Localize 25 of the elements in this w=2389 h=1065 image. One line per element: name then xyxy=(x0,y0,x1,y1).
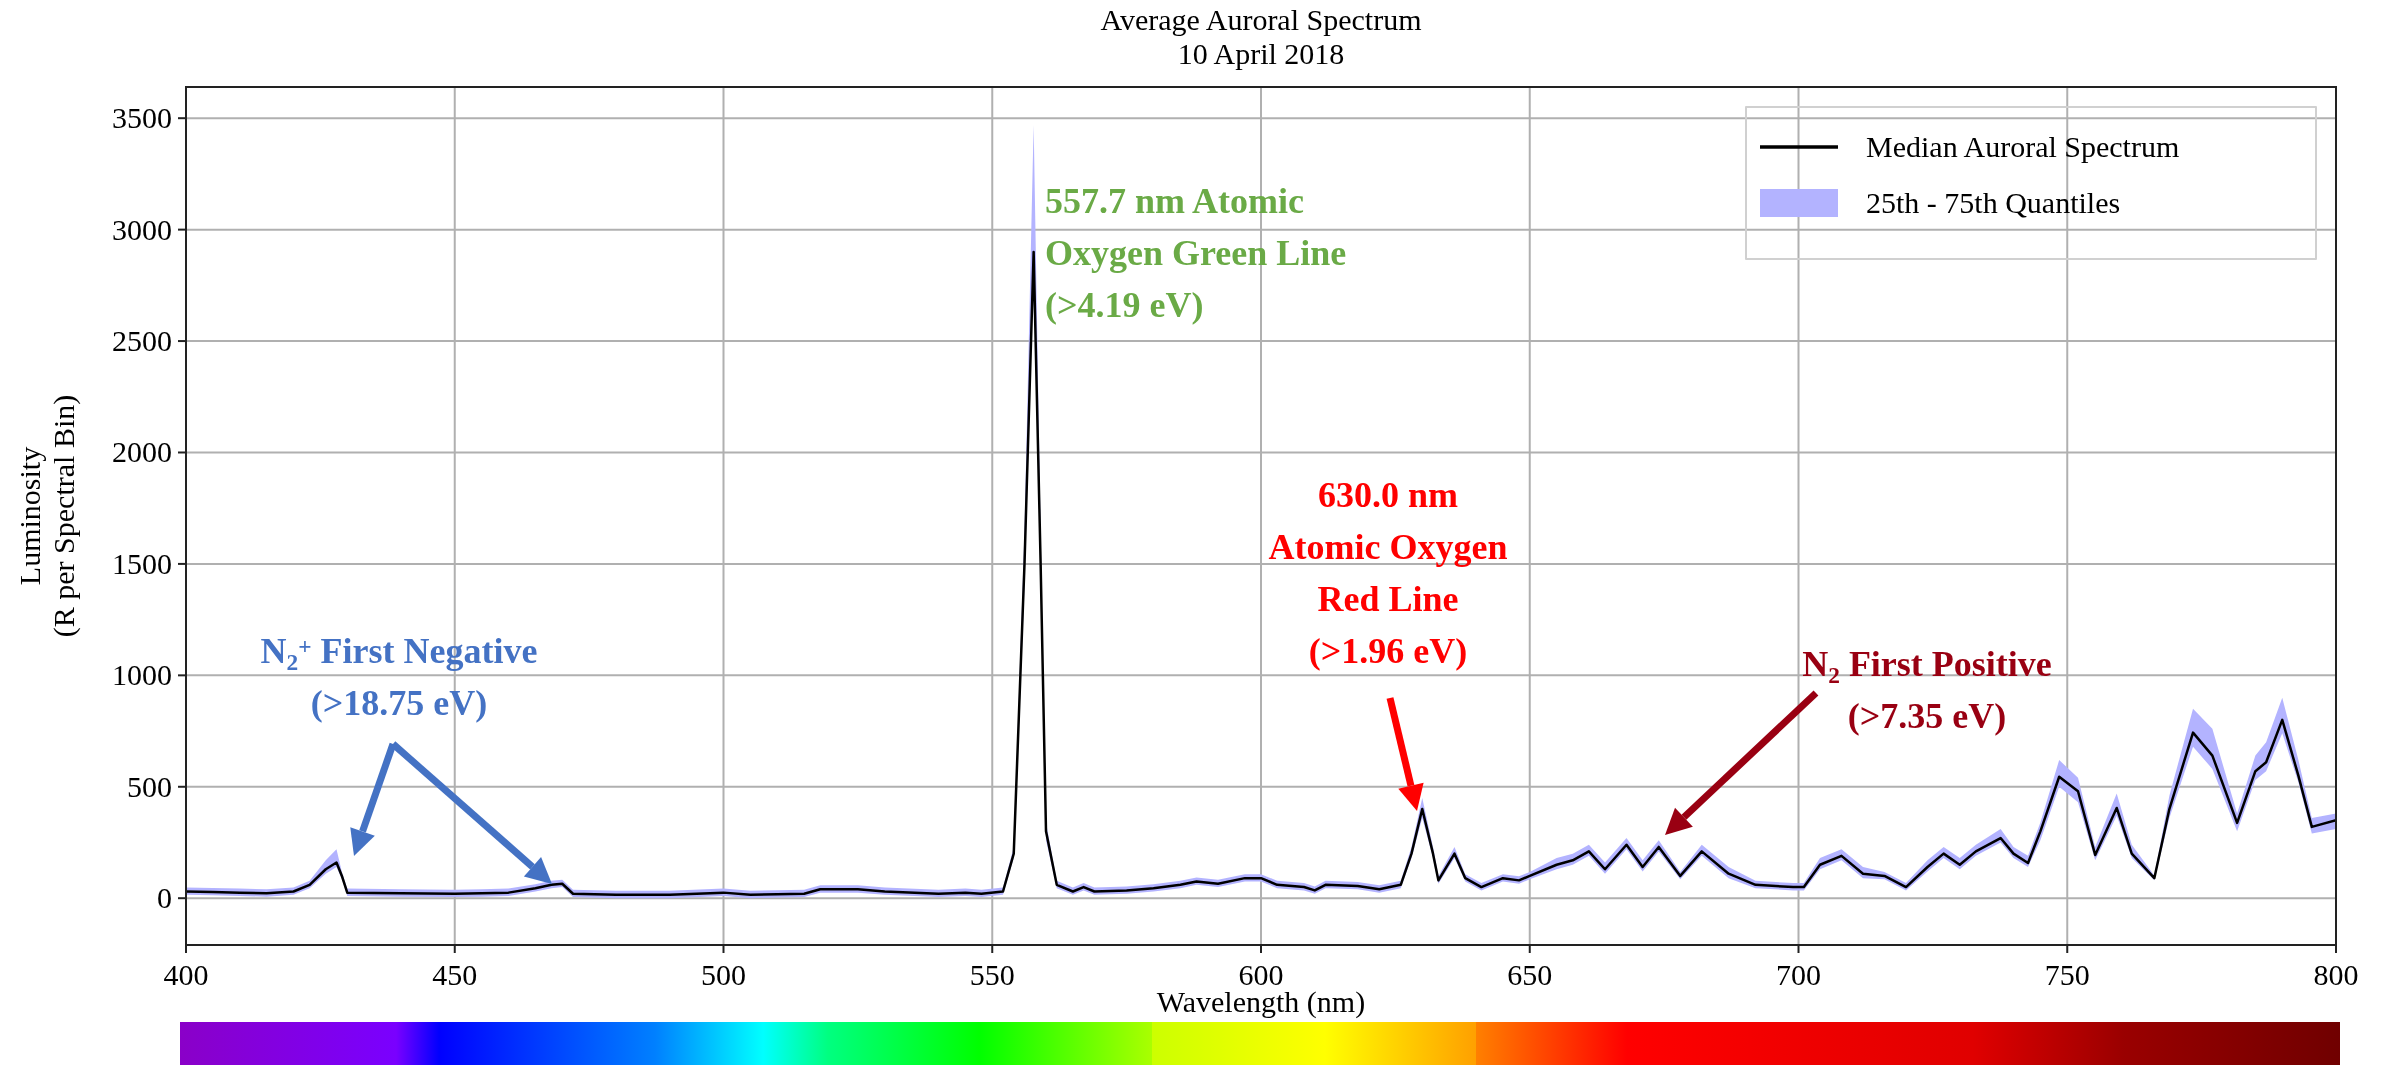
y-tick-label: 3500 xyxy=(112,101,172,135)
x-tick-label: 450 xyxy=(432,958,478,991)
annotation: N$_{2}$$^{+}$ First Negative (>18.75 eV) xyxy=(260,631,538,723)
y-tick-label: 1500 xyxy=(112,546,172,580)
y-tick-label: 0 xyxy=(157,881,172,915)
y-tick-label: 3000 xyxy=(112,212,172,246)
y-tick-label: 2000 xyxy=(112,435,172,469)
y-axis-title: Luminosity (R per Spectral Bin) xyxy=(13,394,81,638)
x-tick-label: 700 xyxy=(1776,958,1821,991)
x-tick-label: 650 xyxy=(1507,958,1553,991)
y-tick-label: 2500 xyxy=(112,324,172,358)
chart-title: Average Auroral Spectrum xyxy=(1100,3,1422,36)
annotation: 630.0 nm Atomic Oxygen Red Line (>1.96 eV) xyxy=(1268,475,1508,671)
x-tick-label: 750 xyxy=(2044,958,2090,991)
annotation: 557.7 nm Atomic Oxygen Green Line (>4.19 eV) xyxy=(1045,181,1347,325)
y-tick-label: 500 xyxy=(127,769,172,803)
legend-label: Median Auroral Spectrum xyxy=(1866,130,2180,163)
x-tick-label: 800 xyxy=(2313,958,2359,991)
chart-subtitle: 10 April 2018 xyxy=(1177,37,1345,70)
y-tick-label: 1000 xyxy=(112,658,172,692)
x-tick-label: 550 xyxy=(969,958,1015,991)
annotation: N$_{2}$ First Positive (>7.35 eV) xyxy=(1802,644,2052,736)
annotation: 25th - 75th Quantiles xyxy=(1866,186,2121,219)
x-tick-label: 500 xyxy=(701,958,746,991)
x-tick-label: 400 xyxy=(163,958,209,991)
